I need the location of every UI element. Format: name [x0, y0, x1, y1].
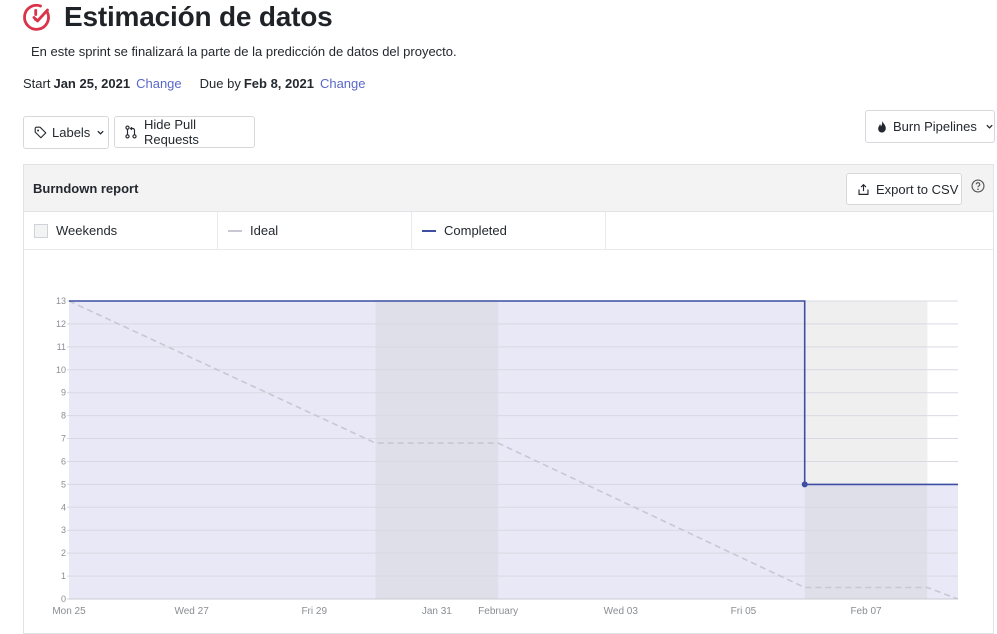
completed-swatch [422, 229, 436, 232]
change-due-link[interactable]: Change [319, 76, 366, 91]
chevron-down-icon [986, 124, 993, 129]
y-tick-label: 5 [61, 479, 66, 489]
y-tick-label: 11 [57, 342, 66, 352]
burndown-header: Burndown report Export to CSV [24, 165, 993, 212]
start-date: Jan 25, 2021 [53, 76, 131, 91]
burndown-panel: Burndown report Export to CSV Weekends I… [23, 164, 994, 634]
due-label: Due by [199, 76, 241, 91]
change-start-link[interactable]: Change [136, 76, 182, 91]
labels-button-label: Labels [52, 125, 91, 140]
x-tick-label: Jan 31 [422, 606, 452, 617]
y-tick-label: 7 [61, 434, 66, 444]
legend-completed[interactable]: Completed [412, 212, 606, 249]
tag-icon [34, 126, 47, 139]
legend-completed-label: Completed [444, 223, 507, 238]
chart-legend: Weekends Ideal Completed [24, 212, 993, 250]
y-tick-label: 4 [61, 502, 66, 512]
y-tick-label: 10 [56, 365, 66, 375]
legend-weekends-label: Weekends [56, 223, 118, 238]
export-icon [858, 183, 869, 195]
legend-ideal[interactable]: Ideal [218, 212, 412, 249]
export-csv-button[interactable]: Export to CSV [846, 173, 962, 205]
weekends-checkbox[interactable] [34, 223, 48, 238]
weekend-band [375, 301, 499, 599]
title-row: Estimación de datos [22, 0, 333, 34]
x-tick-label: Fri 29 [301, 606, 327, 617]
legend-weekends[interactable]: Weekends [24, 212, 218, 249]
pull-request-icon [125, 125, 137, 139]
export-csv-label: Export to CSV [876, 181, 959, 197]
y-tick-label: 6 [61, 456, 66, 466]
y-tick-label: 3 [61, 525, 66, 535]
burndown-title: Burndown report [33, 181, 139, 196]
ideal-swatch [228, 229, 242, 232]
page-title: Estimación de datos [64, 1, 333, 32]
due-date: Feb 8, 2021 [243, 76, 314, 91]
y-tick-label: 2 [61, 548, 66, 558]
help-icon[interactable] [971, 179, 985, 193]
y-tick-label: 0 [61, 594, 66, 604]
y-tick-label: 1 [61, 571, 66, 581]
x-tick-label: Wed 03 [604, 606, 639, 617]
hide-pull-requests-label: Hide Pull Requests [144, 117, 199, 147]
y-tick-label: 13 [56, 296, 66, 306]
x-tick-label: February [478, 606, 518, 617]
burn-pipelines-label: Burn Pipelines [893, 119, 977, 134]
chevron-down-icon [97, 130, 104, 135]
x-tick-label: Wed 27 [174, 606, 209, 617]
burn-pipelines-button[interactable]: Burn Pipelines [865, 110, 995, 143]
legend-ideal-label: Ideal [250, 223, 279, 238]
completed-line [69, 300, 958, 486]
sprint-dates: Start Jan 25, 2021 Change Due by Feb 8, … [23, 76, 366, 91]
ideal-line [68, 300, 959, 600]
x-tick-label: Mon 25 [52, 606, 86, 617]
completed-area-tail [927, 484, 958, 599]
y-tick-label: 8 [61, 411, 66, 421]
labels-button[interactable]: Labels [23, 116, 109, 149]
hide-pull-requests-button[interactable]: Hide Pull Requests [114, 116, 255, 148]
sprint-goal-icon [23, 3, 50, 31]
y-tick-label: 12 [56, 319, 66, 329]
y-tick-label: 9 [61, 388, 66, 398]
weekend-completed-band [804, 484, 928, 599]
completed-point [801, 481, 808, 488]
x-tick-label: Feb 07 [850, 606, 882, 617]
start-label: Start [23, 76, 51, 91]
flame-icon [878, 120, 886, 133]
sprint-description: En este sprint se finalizará la parte de… [31, 44, 457, 59]
x-tick-label: Fri 05 [731, 606, 757, 617]
